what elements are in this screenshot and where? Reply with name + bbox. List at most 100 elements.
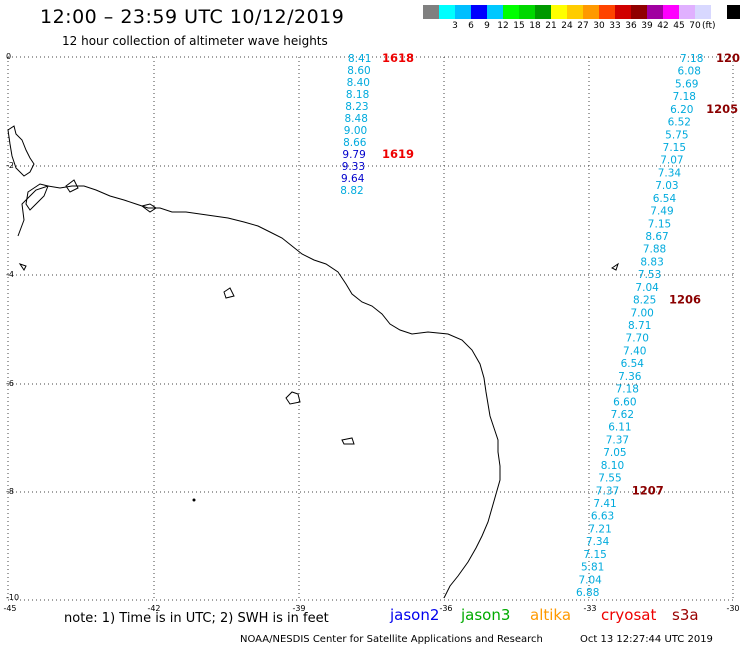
pass-time-label: 1618 (382, 51, 414, 65)
wave-height-value: 9.00 (344, 125, 367, 137)
wave-height-value: 8.10 (601, 460, 624, 472)
color-scale-label: 27 (577, 21, 589, 31)
pass-time-label: 1619 (382, 147, 414, 161)
y-tick-label: -6 (6, 379, 14, 388)
satellite-jason2-label: jason2 (390, 606, 440, 624)
wave-height-value: 7.18 (680, 53, 703, 65)
island (285, 391, 301, 405)
color-swatch-7 (535, 5, 551, 19)
wave-height-value: 8.48 (345, 113, 368, 125)
wave-height-value: 8.66 (343, 137, 367, 149)
island (18, 263, 27, 271)
wave-height-value: 7.05 (603, 447, 626, 459)
wave-height-value: 8.41 (348, 53, 371, 65)
color-swatch-15 (663, 5, 679, 19)
wave-height-value: 8.18 (346, 89, 369, 101)
color-swatch-2 (455, 5, 471, 19)
x-tick-label: -30 (726, 604, 739, 613)
wave-height-value: 7.70 (626, 333, 649, 345)
wave-height-value: 8.83 (640, 256, 663, 268)
color-swatch-10 (583, 5, 599, 19)
wave-height-value: 7.15 (663, 142, 686, 154)
color-scale-label: 12 (497, 21, 509, 31)
wave-height-value: 7.88 (643, 244, 666, 256)
credit-line: NOAA/NESDIS Center for Satellite Applica… (240, 634, 543, 645)
wave-height-value: 6.54 (621, 358, 645, 370)
wave-height-value: 6.54 (653, 193, 677, 205)
wave-height-value: 8.60 (347, 65, 370, 77)
x-tick-label: -42 (147, 604, 160, 613)
wave-height-value: 8.82 (340, 185, 363, 197)
wave-height-value: 7.15 (583, 549, 606, 561)
wave-height-value: 7.37 (596, 485, 619, 497)
wave-height-value: 7.36 (618, 371, 642, 383)
wave-height-value: 7.03 (655, 180, 678, 192)
wave-height-value: 7.00 (630, 307, 653, 319)
wave-height-value: 7.18 (673, 91, 696, 103)
color-scale-label: 45 (673, 21, 685, 31)
wave-height-value: 7.55 (598, 473, 621, 485)
wave-height-value: 8.25 (633, 295, 656, 307)
color-scale-label: 6 (468, 21, 474, 31)
island (140, 203, 157, 213)
wave-height-value: 6.63 (591, 511, 614, 523)
color-swatch-1 (439, 5, 455, 19)
island (341, 437, 355, 445)
coastline-inlet (25, 183, 49, 211)
color-scale-label: 15 (513, 21, 525, 31)
wave-height-value: 7.15 (648, 218, 671, 230)
wave-height-value: 6.88 (576, 587, 599, 599)
y-tick-label: -8 (6, 487, 14, 496)
wave-height-value: 7.34 (586, 536, 610, 548)
wave-height-value: 7.53 (638, 269, 661, 281)
island (192, 498, 196, 502)
color-scale-label: 9 (484, 21, 490, 31)
color-scale-label: 18 (529, 21, 541, 31)
satellite-s3a-label: s3a (672, 606, 699, 624)
wave-height-value: 7.49 (650, 206, 673, 218)
color-swatch-19 (727, 5, 740, 19)
wave-height-value: 5.81 (581, 562, 604, 574)
wave-height-value: 7.04 (635, 282, 659, 294)
wave-height-value: 8.71 (628, 320, 651, 332)
wave-height-value: 7.21 (588, 523, 611, 535)
wave-height-value: 7.40 (623, 345, 646, 357)
y-tick-label: -2 (6, 161, 14, 170)
x-tick-label: -39 (292, 604, 305, 613)
wave-height-value: 8.23 (345, 101, 368, 113)
wave-height-value: 8.67 (645, 231, 668, 243)
color-scale-labels: 3 6 9 12 15 18 21 24 27 30 33 36 39 42 45 70 (423, 21, 740, 33)
color-swatch-11 (599, 5, 615, 19)
color-scale-label: 33 (609, 21, 621, 31)
x-tick-label: -36 (439, 604, 452, 613)
map-title: 12:00 – 23:59 UTC 10/12/2019 (40, 6, 345, 28)
wave-height-value: 7.34 (658, 167, 682, 179)
color-swatch-14 (647, 5, 663, 19)
color-swatch-4 (487, 5, 503, 19)
wave-height-value: 7.18 (616, 384, 639, 396)
wave-height-value: 6.11 (608, 422, 631, 434)
generation-timestamp: Oct 13 12:27:44 UTC 2019 (580, 634, 713, 645)
color-swatch-18 (711, 5, 727, 19)
color-scale-label: 36 (625, 21, 637, 31)
wave-height-value: 5.75 (665, 129, 688, 141)
color-swatch-3 (471, 5, 487, 19)
color-scale-label: 42 (657, 21, 669, 31)
wave-height-value: 9.64 (341, 173, 365, 185)
wave-height-value: 9.79 (342, 149, 365, 161)
island (611, 262, 619, 271)
color-swatch-8 (551, 5, 567, 19)
color-swatch-9 (567, 5, 583, 19)
island (65, 179, 79, 193)
coastline-islands (7, 125, 35, 177)
y-tick-label: 0 (6, 52, 11, 61)
color-scale-label: 24 (561, 21, 573, 31)
y-tick-label: -4 (6, 270, 14, 279)
color-scale-label: 70 (689, 21, 701, 31)
color-swatch-13 (631, 5, 647, 19)
color-swatch-6 (519, 5, 535, 19)
pass-time-label: 1207 (632, 483, 664, 497)
y-tick-label: -10 (6, 593, 19, 602)
